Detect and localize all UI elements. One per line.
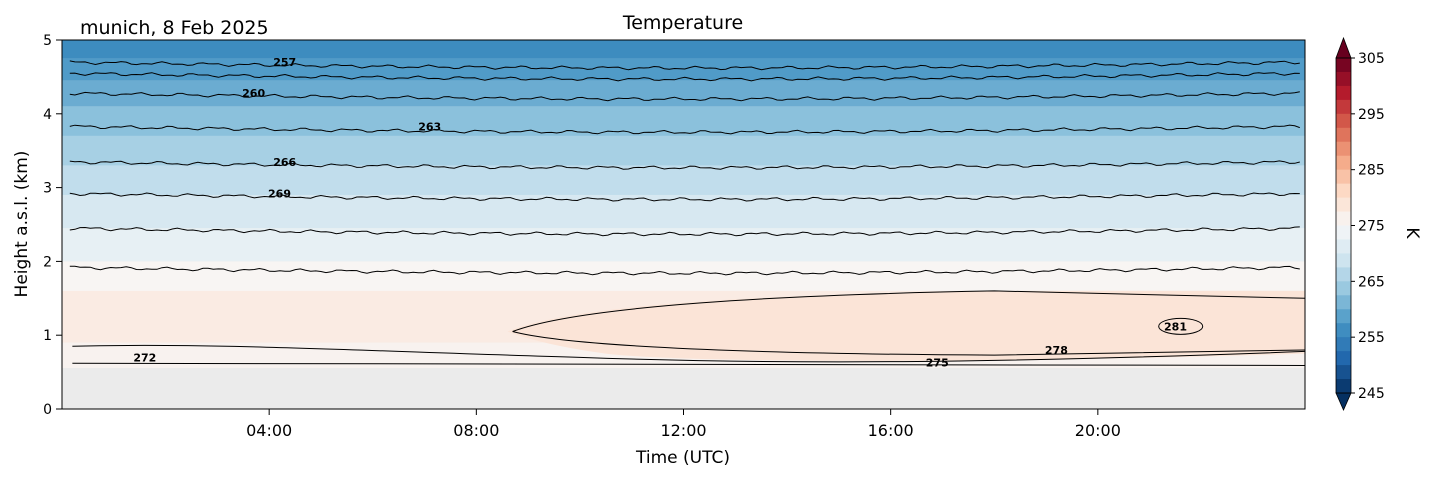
contour-label: 275 xyxy=(926,357,949,370)
colorbar-segment xyxy=(1336,141,1351,157)
colorbar-segment xyxy=(1336,197,1351,213)
y-tick-label: 0 xyxy=(43,402,52,418)
y-axis: 0 1 2 3 4 5 xyxy=(43,33,62,418)
temperature-band xyxy=(62,106,1305,136)
temperature-band xyxy=(62,58,1305,81)
ground-mask xyxy=(62,368,1305,409)
temperature-band xyxy=(62,165,1305,195)
colorbar-segment xyxy=(1336,225,1351,240)
contour-line-281 xyxy=(1158,317,1204,335)
temperature-band xyxy=(62,194,1305,229)
contour-line-278-upper xyxy=(512,290,1305,332)
colorbar-segment xyxy=(1336,281,1351,296)
contour-line xyxy=(69,124,1300,135)
colorbar-segment xyxy=(1336,351,1351,366)
colorbar-tick-label: 285 xyxy=(1358,163,1385,179)
colorbar-segment xyxy=(1336,169,1351,185)
x-tick-label: 12:00 xyxy=(660,421,706,440)
colorbar-segment xyxy=(1336,155,1351,171)
contour-label: 263 xyxy=(418,120,441,133)
contour-label: 260 xyxy=(242,87,265,100)
x-tick-label: 16:00 xyxy=(868,421,914,440)
y-axis-label: Height a.s.l. (km) xyxy=(12,151,32,298)
colorbar-segment xyxy=(1336,379,1351,394)
colorbar-segment xyxy=(1336,267,1351,282)
x-tick-label: 08:00 xyxy=(453,421,499,440)
temperature-fill-layer xyxy=(62,40,1305,369)
contour-line xyxy=(69,265,1300,276)
contour-line xyxy=(69,91,1300,102)
contour-line-275 xyxy=(72,344,1305,363)
colorbar-extend-max xyxy=(1335,36,1352,59)
y-tick-label: 1 xyxy=(43,328,52,344)
contour-label: 257 xyxy=(273,56,296,69)
x-tick-label: 20:00 xyxy=(1075,421,1121,440)
colorbar-segment xyxy=(1336,309,1351,324)
colorbar-segment xyxy=(1336,113,1351,129)
y-tick-label: 5 xyxy=(43,33,52,49)
x-axis: 04:00 08:00 12:00 16:00 20:00 xyxy=(246,409,1121,440)
colorbar-segment xyxy=(1336,365,1351,380)
colorbar-label: K xyxy=(1402,227,1422,239)
colorbar-segment xyxy=(1336,211,1351,226)
colorbar-segment xyxy=(1336,85,1351,101)
contour-label: 266 xyxy=(273,156,296,169)
temperature-band xyxy=(62,228,1305,262)
contour-line xyxy=(69,226,1300,237)
chart-title: Temperature xyxy=(622,12,743,34)
contour-lines-layer xyxy=(69,60,1305,367)
contour-line xyxy=(69,192,1300,202)
temperature-band xyxy=(62,80,1305,107)
temperature-band xyxy=(62,40,1305,59)
y-tick-label: 2 xyxy=(43,254,52,270)
colorbar-segment xyxy=(1336,58,1351,73)
colorbar-tick-label: 295 xyxy=(1358,107,1385,123)
contour-labels-layer: 257 260 263 266 269 272 275 278 281 xyxy=(133,56,1187,369)
plot-area xyxy=(62,40,1305,409)
temperature-band xyxy=(62,135,1305,166)
colorbar-tick-label: 265 xyxy=(1358,274,1385,290)
colorbar-segment xyxy=(1336,323,1351,338)
colorbar-tick-label: 275 xyxy=(1358,219,1385,235)
colorbar-segment xyxy=(1336,295,1351,310)
chart-subtitle: munich, 8 Feb 2025 xyxy=(80,17,269,39)
colorbar-segment xyxy=(1336,127,1351,143)
colorbar-tick-label: 305 xyxy=(1358,51,1385,67)
contour-line xyxy=(69,72,1300,82)
colorbar-tick-label: 255 xyxy=(1358,330,1385,346)
colorbar-segment xyxy=(1336,253,1351,268)
warm-pool xyxy=(507,290,1305,361)
colorbar-segment xyxy=(1336,337,1351,352)
y-tick-label: 3 xyxy=(43,181,52,197)
colorbar: 245 255 265 275 285 295 305 xyxy=(1335,36,1385,411)
contour-label: 278 xyxy=(1045,344,1068,357)
colorbar-tick-label: 245 xyxy=(1358,386,1385,402)
colorbar-extend-min xyxy=(1335,392,1352,411)
contour-line xyxy=(69,60,1300,71)
contour-line-278-lower xyxy=(512,331,1305,356)
contour-label: 281 xyxy=(1164,320,1187,333)
x-tick-label: 04:00 xyxy=(246,421,292,440)
colorbar-segment xyxy=(1336,99,1351,115)
temperature-band xyxy=(62,261,1305,291)
y-tick-label: 4 xyxy=(43,107,52,123)
colorbar-segment xyxy=(1336,239,1351,254)
contour-label: 272 xyxy=(133,351,156,364)
colorbar-segment xyxy=(1336,71,1351,87)
colorbar-segment xyxy=(1336,183,1351,199)
contour-label: 269 xyxy=(268,188,291,201)
contour-line xyxy=(69,160,1300,170)
x-axis-label: Time (UTC) xyxy=(635,448,730,468)
